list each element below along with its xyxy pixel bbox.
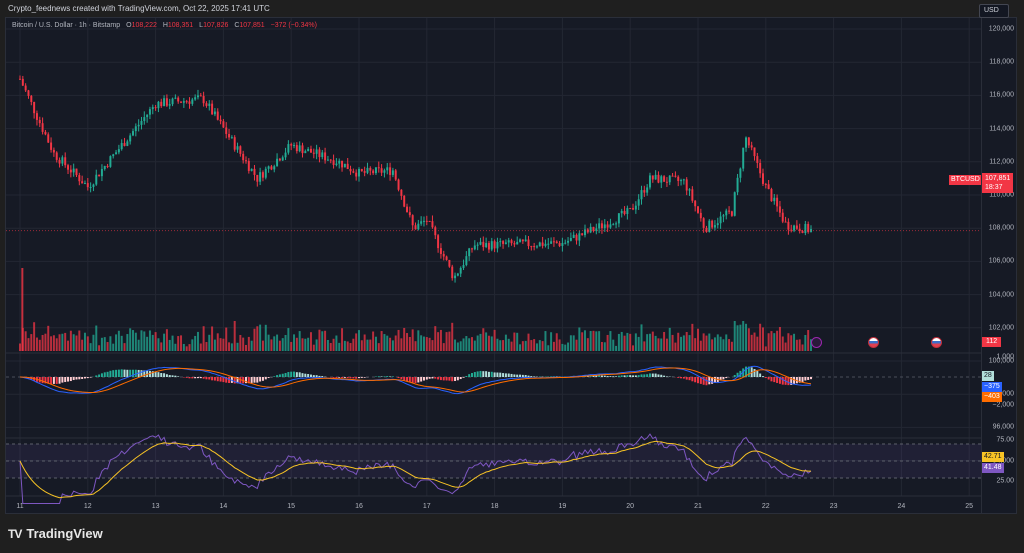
last-price-tag: 107,851 18:37 [982, 173, 1014, 193]
price-tick: 120,000 [988, 25, 1014, 33]
us-flag-event-icon[interactable] [868, 337, 879, 348]
date-tick: 12 [83, 503, 92, 510]
indicator-tick: 25.00 [996, 477, 1014, 485]
lightning-event-icon[interactable] [811, 337, 822, 348]
price-tick: 118,000 [989, 58, 1014, 66]
macd-histogram-tag: 28 [982, 371, 994, 381]
symbol-price-tag: BTCUSD [949, 175, 982, 185]
date-tick: 20 [626, 503, 635, 510]
volume-value-tag: 112 [982, 337, 1002, 347]
chart-canvas[interactable] [6, 18, 981, 513]
price-tick: 104,000 [988, 291, 1014, 299]
rsi-value-tag: 41.48 [982, 463, 1004, 473]
chart-plot-area[interactable]: Bitcoin / U.S. Dollar · 1h · Bitstamp O1… [6, 18, 982, 513]
date-tick: 19 [558, 503, 567, 510]
price-axis[interactable]: 120,000 118,000 116,000 114,000 112,000 110,0… [981, 18, 1018, 513]
macd-line-tag: −375 [982, 382, 1002, 392]
tradingview-brand: TV TradingView [8, 526, 103, 541]
price-tick: 98,000 [992, 390, 1014, 398]
low-value: 107,826 [203, 22, 229, 29]
symbol-title[interactable]: Bitcoin / U.S. Dollar · 1h · Bitstamp [12, 22, 121, 29]
price-tick: 108,000 [988, 224, 1014, 232]
price-tick: 116,000 [989, 91, 1014, 99]
open-value: 108,222 [131, 22, 157, 29]
date-tick: 23 [829, 503, 838, 510]
chart-frame: Bitcoin / U.S. Dollar · 1h · Bitstamp O1… [5, 17, 1017, 514]
change-value: −372 (−0.34%) [270, 22, 317, 29]
indicator-tick: −2,000 [992, 401, 1014, 409]
price-tick: 110,000 [989, 191, 1014, 199]
date-tick: 13 [151, 503, 160, 510]
tradingview-logo-icon: TV [8, 526, 22, 541]
date-tick: 18 [490, 503, 499, 510]
indicator-tick: 1,000 [996, 353, 1014, 361]
date-tick: 17 [422, 503, 431, 510]
price-tick: 102,000 [988, 324, 1014, 332]
macd-signal-tag: −403 [982, 392, 1002, 402]
date-tick: 21 [694, 503, 702, 510]
date-tick: 25 [965, 503, 974, 510]
close-value: 107,851 [239, 22, 265, 29]
bar-countdown: 18:37 [985, 184, 1003, 191]
symbol-legend: Bitcoin / U.S. Dollar · 1h · Bitstamp O1… [12, 22, 317, 29]
price-tick: 96,000 [992, 423, 1014, 431]
date-tick: 15 [287, 503, 296, 510]
us-flag-event-icon[interactable] [931, 337, 942, 348]
date-tick: 11 [16, 503, 24, 510]
chart-credit: Crypto_feednews created with TradingView… [8, 4, 270, 13]
rsi-ma-tag: 42.71 [982, 452, 1004, 462]
date-tick: 22 [761, 503, 770, 510]
high-value: 108,351 [167, 22, 194, 29]
indicator-tick: 75.00 [996, 436, 1014, 444]
price-tick: 100,000 [988, 357, 1014, 365]
currency-button[interactable]: USD [979, 4, 1009, 18]
date-tick: 14 [219, 503, 228, 510]
price-tick: 112,000 [989, 158, 1014, 166]
date-tick: 16 [355, 503, 363, 510]
price-tick: 114,000 [989, 125, 1014, 133]
date-tick: 24 [897, 503, 906, 510]
price-tick: 106,000 [988, 257, 1014, 265]
